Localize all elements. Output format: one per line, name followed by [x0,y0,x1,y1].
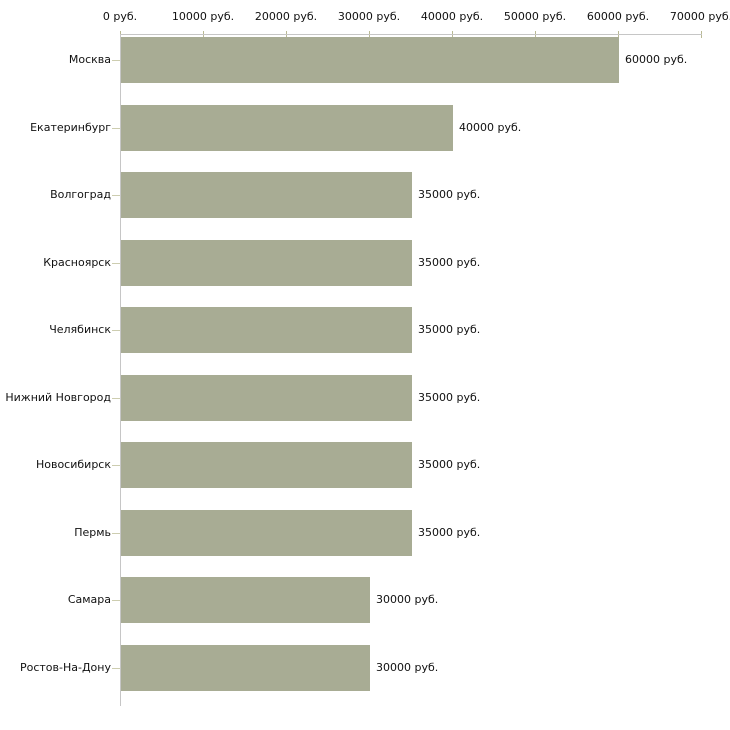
bar-value-label: 60000 руб. [625,53,688,67]
x-axis-tick-label: 70000 руб. [669,10,730,23]
bar-value-label: 30000 руб. [376,660,439,674]
category-tick-mark [112,397,120,399]
x-axis-tick-label: 0 руб. [102,10,138,23]
bar [121,239,412,286]
bar [121,172,412,219]
bar-value-label: 35000 руб. [418,255,481,269]
bar [121,644,370,691]
bar-value-label: 30000 руб. [376,593,439,607]
x-axis-tick-label: 30000 руб. [337,10,401,23]
bar [121,577,370,624]
category-label: Екатеринбург [30,120,111,134]
x-axis-tick-label: 50000 руб. [503,10,567,23]
category-label: Челябинск [49,323,111,337]
category-tick-mark [112,667,120,669]
category-tick-mark [112,532,120,534]
category-label: Нижний Новгород [5,390,111,404]
category-tick-mark [112,465,120,467]
category-label: Новосибирск [35,458,111,472]
category-label: Волгоград [50,188,111,202]
bar-value-label: 35000 руб. [418,525,481,539]
bar [121,307,412,354]
bar-value-label: 40000 руб. [459,120,522,134]
category-tick-mark [112,127,120,129]
x-axis-line [120,34,702,35]
category-label: Пермь [74,525,111,539]
category-label: Красноярск [43,255,111,269]
x-axis-tick-label: 40000 руб. [420,10,484,23]
bar-value-label: 35000 руб. [418,323,481,337]
category-tick-mark [112,60,120,62]
bar-value-label: 35000 руб. [418,188,481,202]
y-axis-line [120,34,121,706]
bar-value-label: 35000 руб. [418,390,481,404]
category-tick-mark [112,600,120,602]
bar [121,37,619,84]
category-tick-mark [112,262,120,264]
category-label: Самара [67,593,111,607]
bar [121,509,412,556]
bar [121,374,412,421]
x-axis-tick-label: 20000 руб. [254,10,318,23]
category-tick-mark [112,195,120,197]
x-axis-tick-label: 10000 руб. [171,10,235,23]
x-axis-tick-label: 60000 руб. [586,10,650,23]
bar [121,104,453,151]
bar [121,442,412,489]
category-label: Ростов-На-Дону [19,660,111,674]
category-tick-mark [112,330,120,332]
category-label: Москва [68,53,111,67]
bar-value-label: 35000 руб. [418,458,481,472]
